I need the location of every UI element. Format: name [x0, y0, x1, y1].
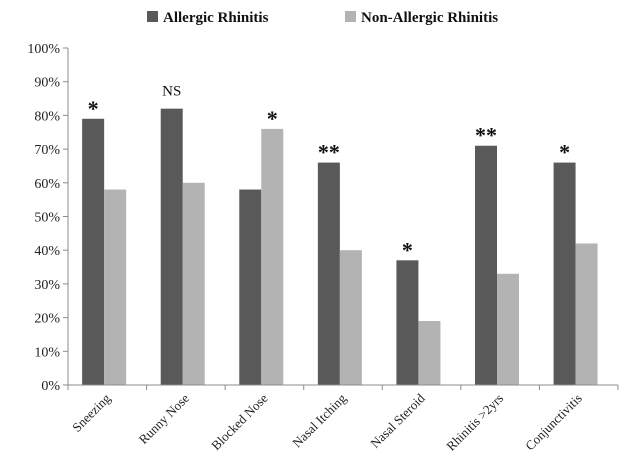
y-tick-label: 10%	[34, 345, 60, 360]
significance-marker: *	[88, 96, 99, 121]
y-tick-label: 80%	[34, 109, 60, 124]
x-tick-label: Sneezing	[69, 390, 114, 435]
legend-label-1: Non-Allergic Rhinitis	[361, 10, 498, 26]
x-tick-label: Rhinitis >2yrs	[443, 391, 506, 454]
x-tick-label: Nasal Itching	[289, 390, 349, 450]
bar-runny-nose-series-1	[182, 182, 205, 385]
y-axis: 0% 10% 20% 30% 40% 50% 60% 70% 80% 90% 100%	[27, 42, 69, 394]
legend-swatch-0	[147, 11, 158, 22]
legend: Allergic Rhinitis Non-Allergic Rhinitis	[147, 10, 498, 26]
bar-nasal-steroid-series-1	[418, 320, 441, 385]
bar-nasal-itching-series-0	[317, 162, 340, 385]
y-tick-label: 30%	[34, 278, 60, 293]
bar-blocked-nose-series-1	[261, 128, 284, 385]
y-tick-label: 0%	[41, 379, 60, 394]
bar-blocked-nose-series-0	[239, 189, 262, 385]
significance-annotations: *NS*******	[88, 84, 570, 263]
bar-sneezing-series-0	[82, 118, 105, 386]
bar-nasal-itching-series-1	[339, 250, 362, 385]
bar-conjunctivitis-series-0	[553, 162, 576, 385]
x-tick-label: Nasal Steroid	[367, 390, 428, 451]
x-tick-label: Blocked Nose	[208, 390, 271, 453]
significance-marker: NS	[162, 84, 181, 100]
significance-marker: *	[559, 140, 570, 165]
significance-marker: *	[402, 237, 413, 262]
y-tick-label: 40%	[34, 244, 60, 259]
x-axis: Sneezing Runny Nose Blocked Nose Nasal Itch…	[67, 384, 619, 454]
y-tick-label: 70%	[34, 143, 60, 158]
bars	[82, 108, 598, 386]
bar-rhinitis-2yrs-series-0	[475, 145, 497, 385]
significance-marker: **	[475, 123, 497, 148]
bar-rhinitis-2yrs-series-1	[497, 273, 519, 385]
bar-nasal-steroid-series-0	[396, 260, 419, 385]
y-tick-label: 60%	[34, 177, 60, 192]
y-tick-label: 20%	[34, 312, 60, 327]
y-tick-label: 90%	[34, 76, 60, 91]
legend-label-0: Allergic Rhinitis	[163, 10, 269, 26]
x-tick-label: Runny Nose	[136, 390, 192, 446]
bar-sneezing-series-1	[104, 189, 127, 385]
legend-swatch-1	[345, 11, 356, 22]
x-tick-label: Conjunctivitis	[522, 391, 585, 454]
y-tick-label: 50%	[34, 211, 60, 226]
significance-marker: **	[318, 140, 340, 165]
y-tick-label: 100%	[27, 42, 60, 57]
significance-marker: *	[267, 106, 278, 131]
bar-runny-nose-series-0	[160, 108, 183, 385]
bar-conjunctivitis-series-1	[575, 243, 598, 385]
